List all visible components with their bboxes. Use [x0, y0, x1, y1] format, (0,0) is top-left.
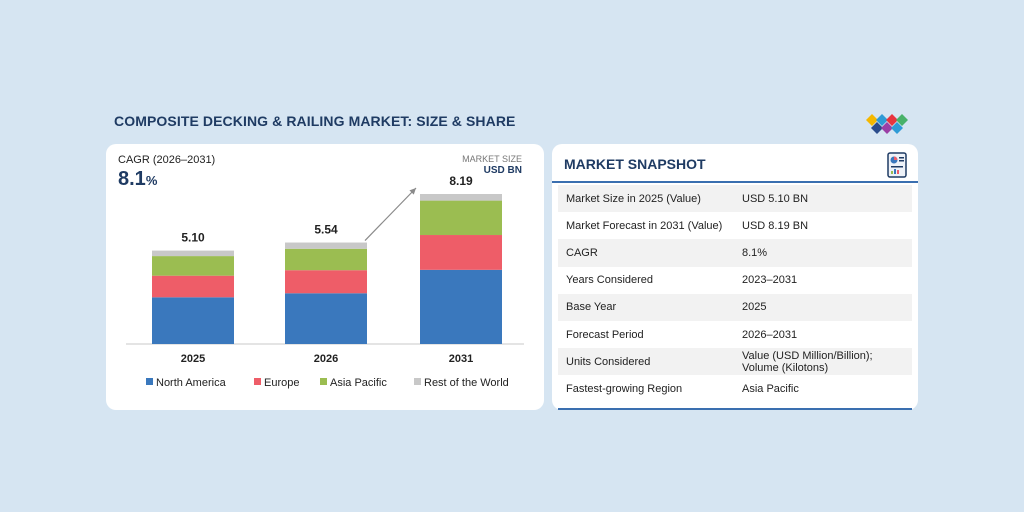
row-label: Units Considered	[558, 348, 734, 376]
bar-segment-2026-0	[285, 293, 367, 344]
row-label: Years Considered	[558, 266, 734, 294]
bar-segment-2025-2	[152, 256, 234, 276]
bar-segment-2025-1	[152, 275, 234, 298]
bar-segment-2026-1	[285, 270, 367, 294]
cagr-value: 8.1%	[118, 168, 157, 191]
brand-logo-icon	[866, 114, 908, 134]
table-row: Market Size in 2025 (Value) USD 5.10 BN	[558, 185, 912, 213]
table-row: Fastest-growing Region Asia Pacific	[558, 375, 912, 403]
cagr-unit: %	[145, 173, 158, 188]
legend-swatch	[254, 378, 261, 385]
snapshot-bottom-divider	[558, 408, 912, 410]
legend-label: Europe	[264, 377, 299, 389]
growth-arrow-head-icon	[409, 188, 416, 195]
bar-segment-2031-2	[420, 200, 502, 236]
row-label: Base Year	[558, 293, 734, 321]
bar-segment-2025-0	[152, 297, 234, 344]
legend-swatch	[414, 378, 421, 385]
total-label: 8.19	[449, 174, 473, 188]
table-row: Years Considered 2023–2031	[558, 266, 912, 294]
row-label: Market Size in 2025 (Value)	[558, 185, 734, 213]
row-value: 8.1%	[734, 239, 912, 267]
snapshot-divider	[552, 181, 918, 183]
table-row: Forecast Period 2026–2031	[558, 320, 912, 349]
page-title: COMPOSITE DECKING & RAILING MARKET: SIZE…	[114, 113, 516, 129]
snapshot-title: MARKET SNAPSHOT	[564, 156, 706, 172]
row-value: Asia Pacific	[734, 375, 912, 403]
table-row: Units Considered Value (USD Million/Billi…	[558, 348, 912, 376]
x-tick-label: 2026	[314, 353, 338, 365]
row-label: CAGR	[558, 239, 734, 267]
market-size-unit: USD BN	[483, 165, 522, 176]
row-label: Market Forecast in 2031 (Value)	[558, 212, 734, 240]
row-label: Fastest-growing Region	[558, 375, 734, 403]
chart-card: CAGR (2026–2031) 8.1% MARKET SIZE USD BN…	[106, 144, 544, 410]
x-tick-label: 2025	[181, 353, 205, 365]
market-size-label: MARKET SIZE	[462, 154, 522, 164]
snapshot-table: Market Size in 2025 (Value) USD 5.10 BN M…	[558, 185, 912, 403]
bar-segment-2026-3	[285, 242, 367, 249]
bar-segment-2031-1	[420, 235, 502, 270]
row-value: USD 5.10 BN	[734, 185, 912, 213]
table-row: CAGR 8.1%	[558, 239, 912, 267]
legend-swatch	[146, 378, 153, 385]
x-tick-label: 2031	[449, 353, 473, 365]
bar-segment-2031-3	[420, 194, 502, 201]
growth-arrow-line	[364, 187, 417, 241]
report-icon	[887, 152, 907, 178]
total-label: 5.54	[314, 223, 338, 237]
market-snapshot-card: MARKET SNAPSHOT Market Size in 2025 (Val…	[552, 144, 918, 410]
cagr-label: CAGR (2026–2031)	[118, 154, 216, 166]
bar-segment-2026-2	[285, 248, 367, 271]
row-value: USD 8.19 BN	[734, 212, 912, 240]
legend-label: Rest of the World	[424, 377, 509, 389]
legend-swatch	[320, 378, 327, 385]
row-label: Forecast Period	[558, 320, 734, 349]
row-value: Value (USD Million/Billion); Volume (Kil…	[734, 348, 912, 376]
row-value: 2025	[734, 293, 912, 321]
cagr-number: 8.1	[118, 168, 146, 190]
row-value: 2026–2031	[734, 320, 912, 349]
row-value: 2023–2031	[734, 266, 912, 294]
total-label: 5.10	[181, 231, 205, 245]
bar-segment-2025-3	[152, 250, 234, 257]
stacked-bar-chart: 5.10 2025 5.54 2026 8.19 2031 North America Eur…	[126, 174, 524, 389]
table-row: Base Year 2025	[558, 293, 912, 321]
bar-segment-2031-0	[420, 269, 502, 344]
legend-label: Asia Pacific	[330, 377, 387, 389]
legend-label: North America	[156, 377, 227, 389]
table-row: Market Forecast in 2031 (Value) USD 8.19 …	[558, 212, 912, 240]
